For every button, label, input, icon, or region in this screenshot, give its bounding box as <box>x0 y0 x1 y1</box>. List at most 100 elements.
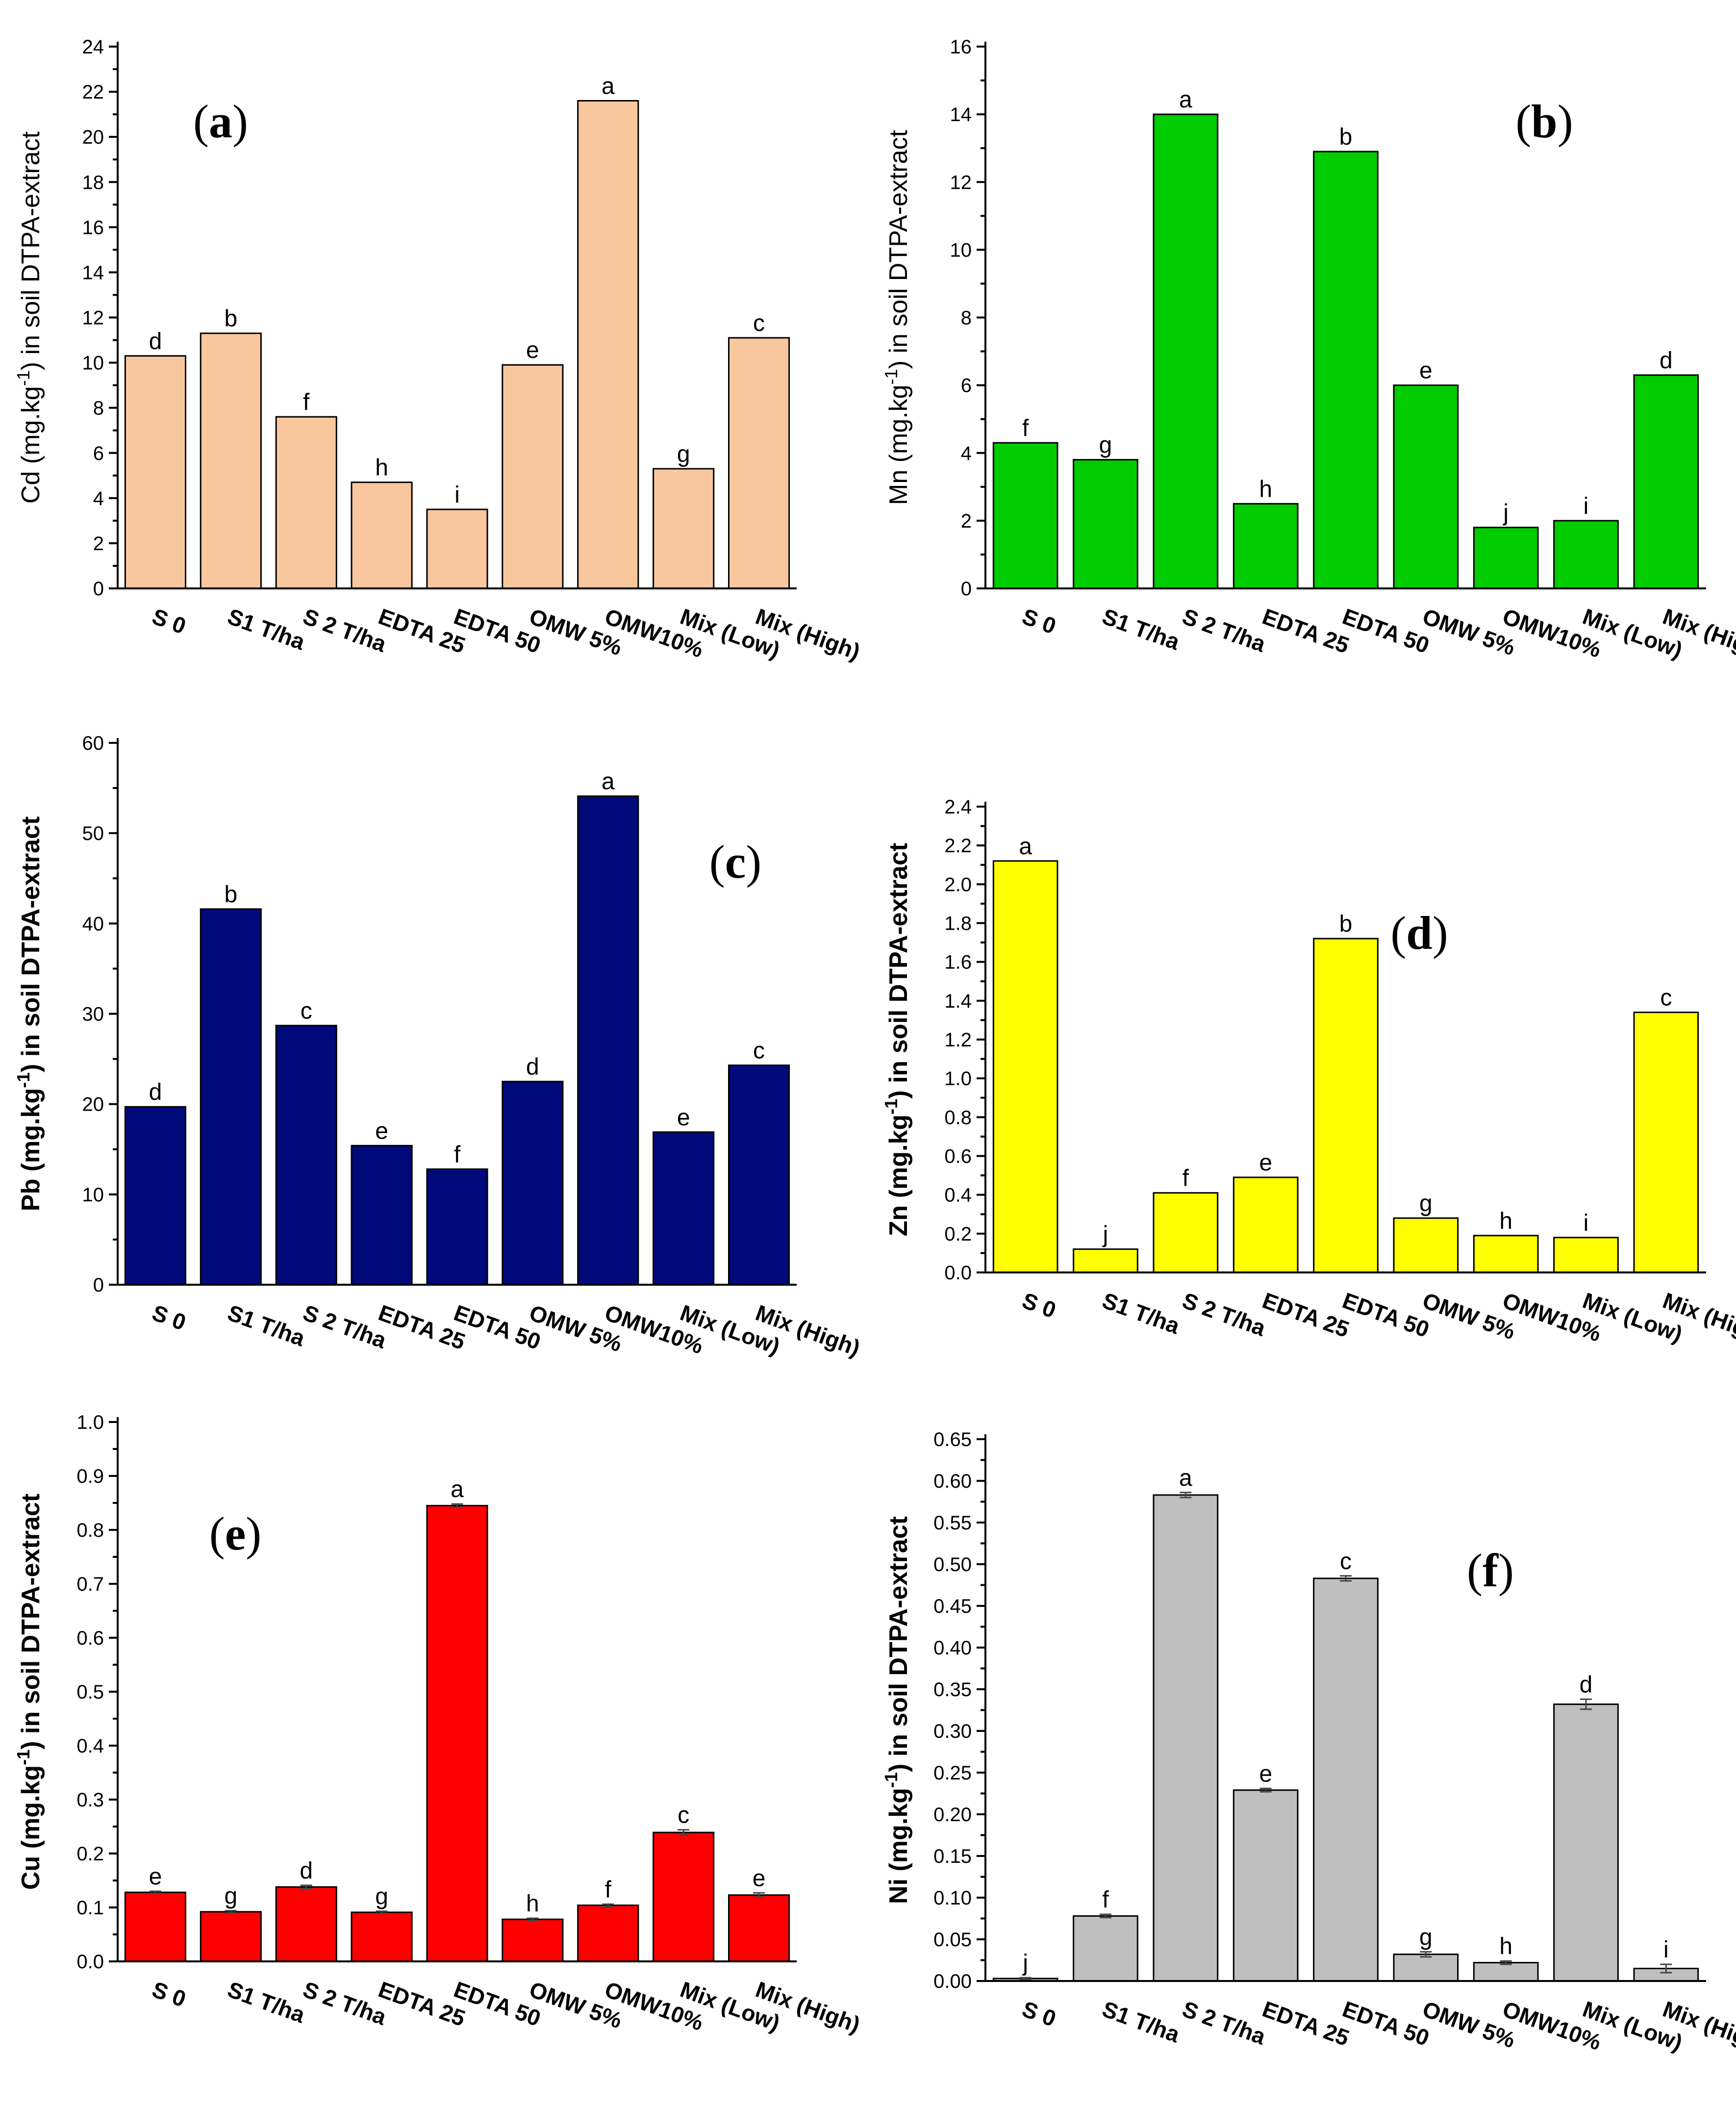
significance-letter-a-2: f <box>303 389 310 415</box>
panel-label-c: (c) <box>709 836 762 888</box>
chart-panel-b: 0 2 4 6 8 10 12 14 16 f S 0 g S1 T/ha a S 2 T/ha h EDTA … <box>881 36 1736 664</box>
x-tick-label-a-2: S 2 T/ha <box>300 604 390 657</box>
bar-d-0 <box>992 860 1058 1273</box>
significance-letter-f-6: h <box>1499 1933 1512 1959</box>
bar-c-1 <box>200 908 262 1286</box>
x-tick-label-f-1: S1 T/ha <box>1099 1996 1183 2048</box>
bar-c-0 <box>124 1106 186 1286</box>
significance-letter-e-2: d <box>300 1858 313 1884</box>
panel-label-d: (d) <box>1390 907 1448 959</box>
bar-e-7 <box>653 1831 715 1962</box>
y-tick-label-b-8: 16 <box>950 36 972 58</box>
bar-f-1 <box>1073 1915 1138 1982</box>
significance-letter-d-2: f <box>1182 1166 1189 1192</box>
significance-letter-e-3: g <box>375 1884 388 1910</box>
bar-c-4 <box>426 1168 488 1286</box>
y-tick-label-d-9: 1.8 <box>944 913 972 935</box>
y-tick-label-b-1: 2 <box>961 510 972 532</box>
significance-letter-b-2: a <box>1179 87 1192 113</box>
bar-f-7 <box>1553 1703 1619 1982</box>
y-tick-label-e-1: 0.1 <box>76 1897 104 1919</box>
bar-d-5 <box>1393 1217 1459 1273</box>
x-tick-label-a-3: EDTA 25 <box>375 604 469 659</box>
y-axis-label-e: Cu (mg.kg-1) in soil DTPA-extract <box>13 1494 45 1890</box>
x-tick-label-c-0: S 0 <box>149 1300 190 1335</box>
y-tick-label-e-2: 0.2 <box>76 1843 104 1865</box>
bar-e-3 <box>351 1911 413 1962</box>
significance-letter-d-4: b <box>1339 911 1353 937</box>
y-tick-label-f-11: 0.55 <box>933 1512 972 1534</box>
bar-d-4 <box>1313 938 1379 1273</box>
y-tick-label-a-1: 2 <box>93 533 104 555</box>
x-tick-label-d-0: S 0 <box>1019 1288 1059 1323</box>
y-tick-label-b-3: 6 <box>961 375 972 397</box>
bar-e-6 <box>577 1905 639 1962</box>
significance-letter-d-6: h <box>1499 1208 1512 1234</box>
bar-a-7 <box>653 468 715 589</box>
x-tick-label-c-4: EDTA 50 <box>451 1300 544 1355</box>
y-axis-label-a: Cd (mg.kg-1) in soil DTPA-extract <box>13 131 45 504</box>
significance-letter-c-1: b <box>224 882 237 908</box>
y-tick-label-f-5: 0.25 <box>933 1762 972 1784</box>
bar-b-4 <box>1313 151 1379 589</box>
y-axis-label-d: Zn (mg.kg-1) in soil DTPA-extract <box>881 843 913 1236</box>
significance-letter-e-7: c <box>678 1803 689 1829</box>
significance-letter-d-8: c <box>1660 985 1672 1011</box>
bar-e-8 <box>728 1894 790 1962</box>
significance-letter-a-3: h <box>375 455 388 481</box>
y-tick-label-d-10: 2.0 <box>944 874 972 895</box>
significance-letter-a-8: c <box>753 310 765 336</box>
y-tick-label-d-6: 1.2 <box>944 1029 972 1051</box>
x-tick-label-e-1: S1 T/ha <box>224 1977 308 2028</box>
bar-b-1 <box>1073 459 1138 589</box>
bar-b-6 <box>1473 527 1539 589</box>
x-tick-label-a-0: S 0 <box>149 604 190 639</box>
significance-letter-f-5: g <box>1419 1925 1433 1951</box>
bar-a-6 <box>577 100 639 589</box>
significance-letter-b-0: f <box>1022 415 1029 441</box>
y-tick-label-a-2: 4 <box>93 488 104 509</box>
panel-label-e: (e) <box>209 1507 262 1560</box>
significance-letter-d-3: e <box>1259 1150 1272 1176</box>
y-tick-label-d-2: 0.4 <box>944 1185 972 1206</box>
significance-letter-a-6: a <box>602 74 615 100</box>
y-tick-label-e-0: 0.0 <box>76 1951 104 1973</box>
x-tick-label-d-5: OMW 5% <box>1419 1288 1519 1345</box>
bar-b-7 <box>1553 520 1619 589</box>
bar-c-8 <box>728 1064 790 1286</box>
significance-letter-d-7: i <box>1584 1210 1589 1236</box>
y-tick-label-e-4: 0.4 <box>76 1735 104 1757</box>
significance-letter-a-7: g <box>677 441 690 467</box>
y-tick-label-c-6: 60 <box>82 733 104 754</box>
bar-a-8 <box>728 337 790 589</box>
bar-a-0 <box>124 355 186 589</box>
bar-f-3 <box>1233 1789 1299 1982</box>
chart-panel-e: 0.0 0.1 0.2 0.3 0.4 0.5 0.6 0.7 0.8 0.9 1.0 e S 0 g S1… <box>13 1412 863 2037</box>
significance-letter-f-0: j <box>1022 1950 1028 1976</box>
bar-d-6 <box>1473 1235 1539 1273</box>
significance-letter-e-6: f <box>605 1877 612 1903</box>
bar-e-1 <box>200 1911 262 1962</box>
significance-letter-c-5: d <box>526 1054 539 1080</box>
y-tick-label-a-5: 10 <box>82 353 104 374</box>
y-tick-label-e-7: 0.7 <box>76 1574 104 1595</box>
y-tick-label-e-5: 0.5 <box>76 1681 104 1703</box>
y-tick-label-e-3: 0.3 <box>76 1789 104 1811</box>
bar-d-1 <box>1073 1248 1138 1273</box>
significance-letter-c-0: d <box>149 1079 162 1105</box>
x-tick-label-e-2: S 2 T/ha <box>300 1977 390 2030</box>
significance-letter-a-5: e <box>526 337 539 363</box>
bar-e-4 <box>426 1505 488 1962</box>
y-tick-label-b-7: 14 <box>950 104 972 126</box>
y-tick-label-e-6: 0.6 <box>76 1627 104 1649</box>
significance-letter-c-8: c <box>753 1038 765 1064</box>
x-tick-label-a-4: EDTA 50 <box>451 604 544 659</box>
bar-b-3 <box>1233 503 1299 589</box>
bar-c-2 <box>275 1024 337 1286</box>
y-tick-label-f-13: 0.65 <box>933 1429 972 1450</box>
significance-letter-a-1: b <box>224 306 237 332</box>
y-tick-label-a-6: 12 <box>82 307 104 329</box>
y-tick-label-f-8: 0.40 <box>933 1637 972 1659</box>
significance-letter-f-8: i <box>1663 1937 1669 1963</box>
